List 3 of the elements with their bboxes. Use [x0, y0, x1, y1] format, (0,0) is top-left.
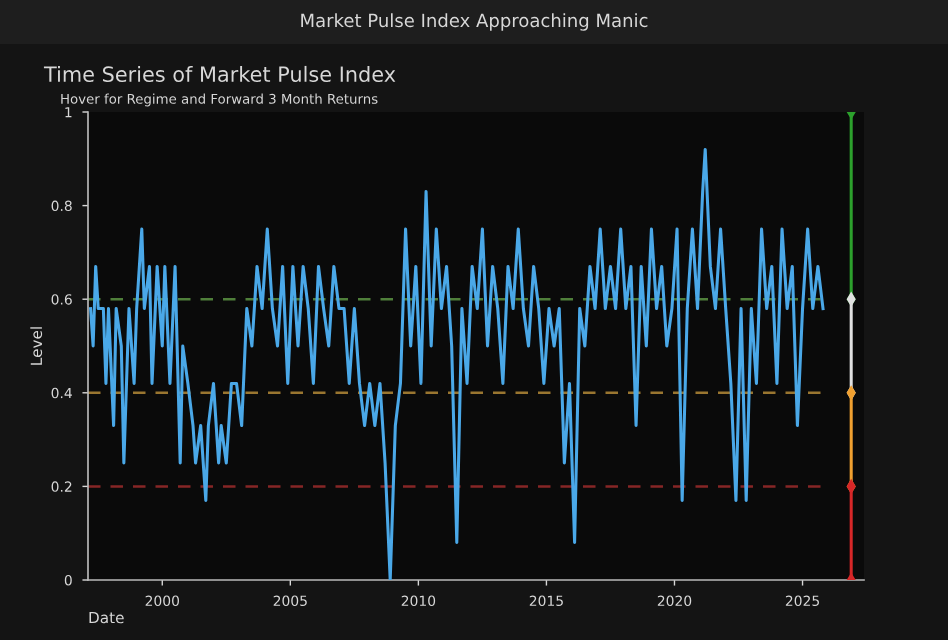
text: Market Pulse Index Approaching Manic	[301, 13, 648, 31]
chart-title: Time Series of Market Pulse Index	[43, 65, 396, 83]
line-series	[89, 147, 825, 580]
